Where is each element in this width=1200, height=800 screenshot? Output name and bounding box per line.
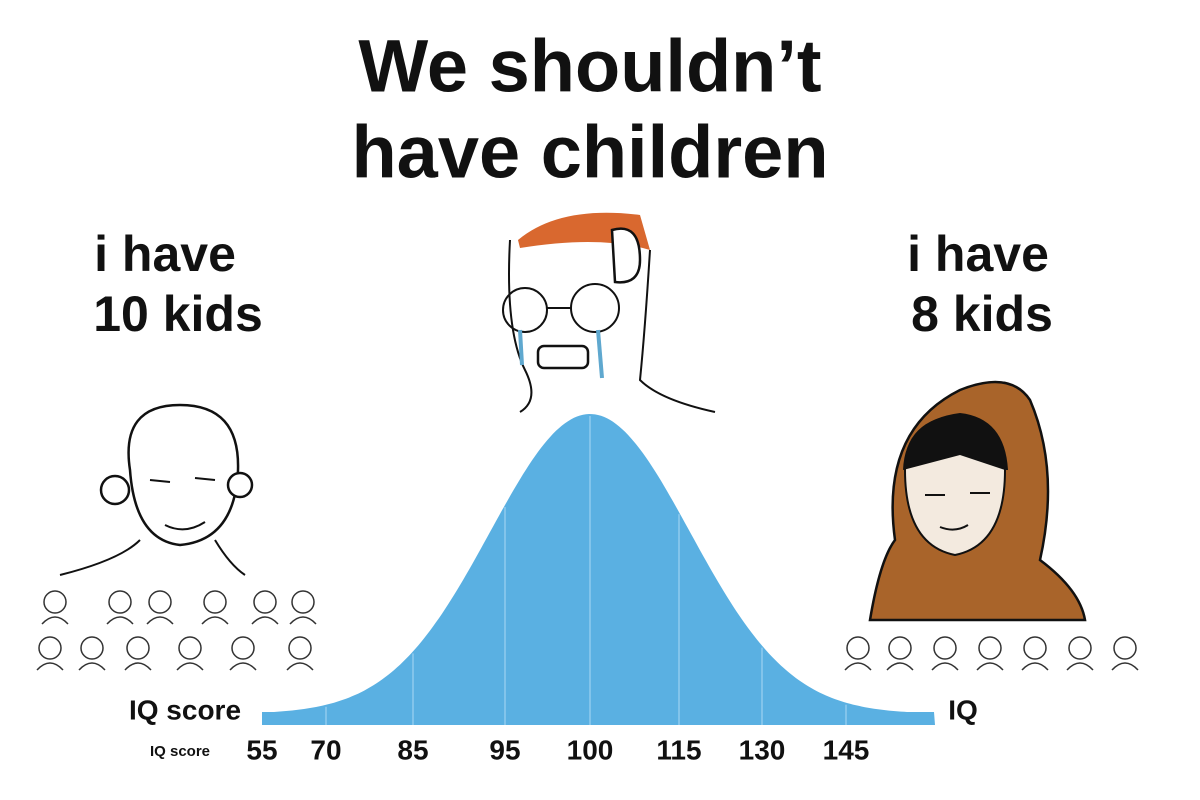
right-caption: i have	[907, 226, 1049, 282]
tick-label: 145	[823, 734, 870, 765]
kid-body	[251, 616, 279, 625]
kid-head	[288, 636, 312, 660]
tick-label: 70	[310, 734, 341, 765]
bell-curve	[262, 414, 935, 725]
kid-head	[291, 590, 315, 614]
axis-label-small: IQ score	[150, 743, 210, 760]
kid-icon	[844, 636, 872, 671]
tick-label: 130	[739, 734, 786, 765]
kid-head	[148, 590, 172, 614]
left-caption: 10 kids	[93, 286, 263, 342]
left-caption: i have	[94, 226, 236, 282]
kid-icon	[1111, 636, 1139, 671]
kid-icon	[229, 636, 257, 671]
kid-body	[1111, 662, 1139, 671]
kid-icon	[251, 590, 279, 625]
kid-head	[888, 636, 912, 660]
tick-label: 95	[489, 734, 520, 765]
kid-body	[931, 662, 959, 671]
tick-label: 115	[656, 734, 701, 765]
tick-label: 100	[567, 734, 614, 765]
kid-body	[886, 662, 914, 671]
kid-icon	[1066, 636, 1094, 671]
tick-label: 85	[397, 734, 428, 765]
kid-icon	[106, 590, 134, 625]
kid-icon	[289, 590, 317, 625]
kid-icon	[176, 636, 204, 671]
kid-head	[43, 590, 67, 614]
axis-label-left: IQ score	[129, 694, 241, 725]
kid-body	[146, 616, 174, 625]
kid-icons	[36, 590, 1139, 671]
glasses	[570, 283, 620, 333]
axis-label-right: IQ	[948, 694, 978, 725]
kid-body	[201, 616, 229, 625]
kid-icon	[1021, 636, 1049, 671]
kid-icon	[931, 636, 959, 671]
kid-icon	[36, 636, 64, 671]
kid-body	[106, 616, 134, 625]
kid-body	[36, 662, 64, 671]
kid-icon	[41, 590, 69, 625]
kid-head	[1113, 636, 1137, 660]
kid-head	[231, 636, 255, 660]
ear	[610, 227, 642, 284]
kid-icon	[286, 636, 314, 671]
kid-icon	[146, 590, 174, 625]
kid-body	[844, 662, 872, 671]
teeth	[536, 344, 590, 370]
kid-head	[203, 590, 227, 614]
kid-head	[1023, 636, 1047, 660]
kid-head	[80, 636, 104, 660]
right-caption: 8 kids	[911, 286, 1053, 342]
kid-head	[1068, 636, 1092, 660]
glasses	[502, 287, 548, 333]
tick-label: 55	[246, 734, 277, 765]
title-line: have children	[351, 111, 828, 194]
kid-body	[229, 662, 257, 671]
right-character	[868, 380, 1087, 622]
kid-icon	[976, 636, 1004, 671]
kid-body	[976, 662, 1004, 671]
kid-head	[108, 590, 132, 614]
curve-area	[262, 414, 935, 725]
kid-icon	[78, 636, 106, 671]
kid-head	[978, 636, 1002, 660]
kid-body	[41, 616, 69, 625]
kid-body	[1066, 662, 1094, 671]
kid-body	[286, 662, 314, 671]
kid-icon	[201, 590, 229, 625]
kid-body	[289, 616, 317, 625]
kid-head	[126, 636, 150, 660]
kid-icon	[124, 636, 152, 671]
tears	[518, 329, 604, 379]
kid-head	[846, 636, 870, 660]
kid-icon	[886, 636, 914, 671]
kid-head	[933, 636, 957, 660]
kid-body	[78, 662, 106, 671]
kid-body	[1021, 662, 1049, 671]
kid-head	[253, 590, 277, 614]
kid-body	[176, 662, 204, 671]
kid-body	[124, 662, 152, 671]
left-character	[59, 403, 254, 576]
middle-character	[502, 212, 716, 413]
kid-head	[38, 636, 62, 660]
title-line: We shouldn’t	[358, 25, 821, 108]
kid-head	[178, 636, 202, 660]
